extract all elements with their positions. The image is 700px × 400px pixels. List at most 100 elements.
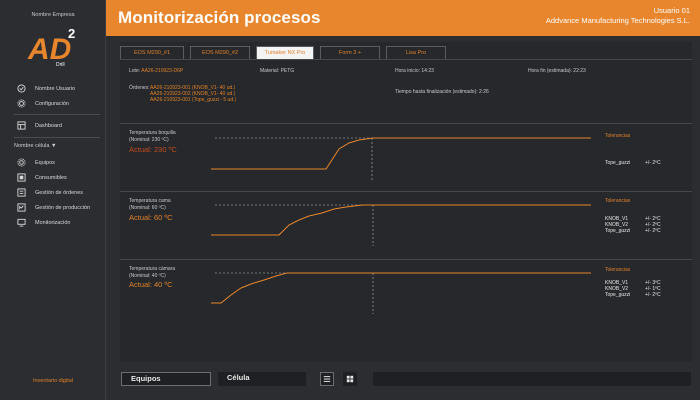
grid-icon [346,375,354,383]
celula-button[interactable]: Célula [218,372,306,386]
sidebar-divider [14,114,100,115]
orden-item[interactable]: AA26-210923-002 (KNOB_V1- 40 ud.) [150,91,236,97]
sidebar-item-user[interactable]: Nombre Usuario [17,83,75,94]
lote-value: AA26-210923-D6P [141,68,184,74]
logo-superscript: 2 [68,26,75,41]
sidebar-item-produccion[interactable]: Gestión de producción [17,202,90,213]
section-nominal: (Nominal: 40 ºC) [129,273,166,279]
sidebar-item-label: Gestión de producción [35,204,91,211]
logo-letters: AD [27,33,71,66]
tolerance-title: Tolerancias [605,267,631,273]
temperature-chart [211,137,591,180]
gear-icon [17,99,26,108]
machine-tabs: EOS M290_#1 EOS M290_#2 Tumaker NX Pro F… [120,46,452,59]
tolerance-name: KNOB_V1 [605,280,629,286]
temperature-chart [211,204,591,246]
production-icon [17,203,26,212]
sidebar-item-consumibles[interactable]: Consumibles [17,172,67,183]
grid-view-button[interactable] [343,372,357,386]
orden-item[interactable]: AA26-210923-001 (KNOB_V1- 40 ud.) [150,85,236,91]
gear-icon [17,158,26,167]
hora-inicio: Hora inicio: 14:23 [395,68,434,74]
section-actual: Actual: 40 ºC [129,280,173,289]
sidebar-item-label: Consumibles [35,174,67,181]
sidebar-item-dashboard[interactable]: Dashboard [17,120,62,131]
tolerance-title: Tolerancias [605,198,631,204]
sidebar-item-label: Monitorización [35,219,71,226]
orders-icon [17,188,26,197]
bottom-bar: Equipos Célula [106,368,700,400]
tolerance-title: Tolerancias [605,133,631,139]
tiempo-restante: Tiempo hasta finalización (estimado): 2:… [395,89,489,95]
company-logo: AD 2 Drill [27,26,75,68]
main-panel: EOS M290_#1 EOS M290_#2 Tumaker NX Pro F… [120,42,692,362]
section-title: Temperatura boquilla [129,130,176,136]
list-icon [323,376,331,382]
section-title: Temperatura cama [129,198,171,204]
hora-fin: Hora fin (estimada): 22:23 [528,68,586,74]
lote-info: Lote: AA26-210923-D6P [129,68,183,74]
tolerance-name: Tope_guzzi [605,228,631,234]
sidebar-item-label: Configuración [35,100,69,107]
sidebar-item-settings[interactable]: Configuración [17,98,69,109]
logo-sub: Drill [56,62,65,68]
orden-item[interactable]: AA26-210923-001 (Tope_guzzi - 5 ud.) [150,97,237,103]
temperature-chart [211,272,591,314]
page-title: Monitorización procesos [118,8,321,27]
user-name[interactable]: Usuario 01 [653,6,690,15]
section-nominal: (Nominal: 230 ºC) [129,137,169,143]
sidebar-item-ordenes[interactable]: Gestión de órdenes [17,187,83,198]
box-icon [17,173,26,182]
section-temperatura-boquilla: Temperatura boquilla (Nominal: 230 ºC) A… [120,123,692,187]
header-company: Addvance Manufacturing Technologies S.L. [545,16,690,25]
sidebar-item-label: Nombre Usuario [35,85,76,92]
section-actual: Actual: 230 ºC [129,145,177,154]
sidebar-item-equipos[interactable]: Equipos [17,157,55,168]
equipos-button[interactable]: Equipos [121,372,211,386]
sidebar-divider [14,137,100,138]
tab-tumaker-nx-pro[interactable]: Tumaker NX Pro [256,46,314,59]
tolerance-value: +/- 2ºC [645,228,661,234]
inventory-link[interactable]: Inventario digital [32,378,74,384]
tolerance-value: +/- 2ºC [645,292,661,298]
sidebar: Nombre Empresa AD 2 Drill Nombre Usuario… [0,0,106,400]
user-check-icon [17,84,26,93]
tolerance-name: Tope_guzzi [605,292,631,298]
tolerance-name: KNOB_V2 [605,286,629,292]
section-temperatura-cama: Temperatura cama (Nominal: 60 ºC) Actual… [120,191,692,255]
tolerance-value: +/- 2ºC [645,160,661,166]
cell-selector[interactable]: Nombre célula ▼ [14,143,57,149]
ordenes-label: Órdenes: [129,85,150,91]
company-name: Nombre Empresa [31,12,75,18]
header-bar: Monitorización procesos Usuario 01 Addva… [106,0,700,36]
material-info: Material: PETG [260,68,294,74]
tolerance-value: +/- 3ºC [645,280,661,286]
tolerance-value: +/- 1ºC [645,286,661,292]
tolerance-name: Tope_guzzi [605,160,631,166]
status-field [373,372,691,386]
tab-lisa-pro[interactable]: Lisa Pro [386,46,446,59]
lote-label: Lote: [129,68,141,74]
material-value: PETG [280,68,295,74]
tab-eos-m290-2[interactable]: EOS M290_#2 [190,46,250,59]
tolerance-name: KNOB_V2 [605,222,629,228]
tolerance-value: +/- 2ºC [645,222,661,228]
tolerance-value: +/- 2ºC [645,216,661,222]
sidebar-item-monitorizacion[interactable]: Monitorización [17,217,70,228]
section-nominal: (Nominal: 60 ºC) [129,205,166,211]
sidebar-item-label: Equipos [35,159,55,166]
material-label: Material: [260,68,280,74]
monitor-icon [17,218,26,227]
tab-form-3[interactable]: Form 3 + [320,46,380,59]
dashboard-icon [17,121,26,130]
tolerance-name: KNOB_V1 [605,216,629,222]
tab-eos-m290-1[interactable]: EOS M290_#1 [120,46,184,59]
sidebar-item-label: Dashboard [35,122,62,129]
list-view-button[interactable] [320,372,334,386]
section-title: Temperatura cámara [129,266,176,272]
section-temperatura-camara: Temperatura cámara (Nominal: 40 ºC) Actu… [120,259,692,323]
sidebar-item-label: Gestión de órdenes [35,189,84,196]
section-actual: Actual: 60 ºC [129,213,173,222]
process-info: Lote: AA26-210923-D6P Material: PETG Hor… [120,59,692,123]
